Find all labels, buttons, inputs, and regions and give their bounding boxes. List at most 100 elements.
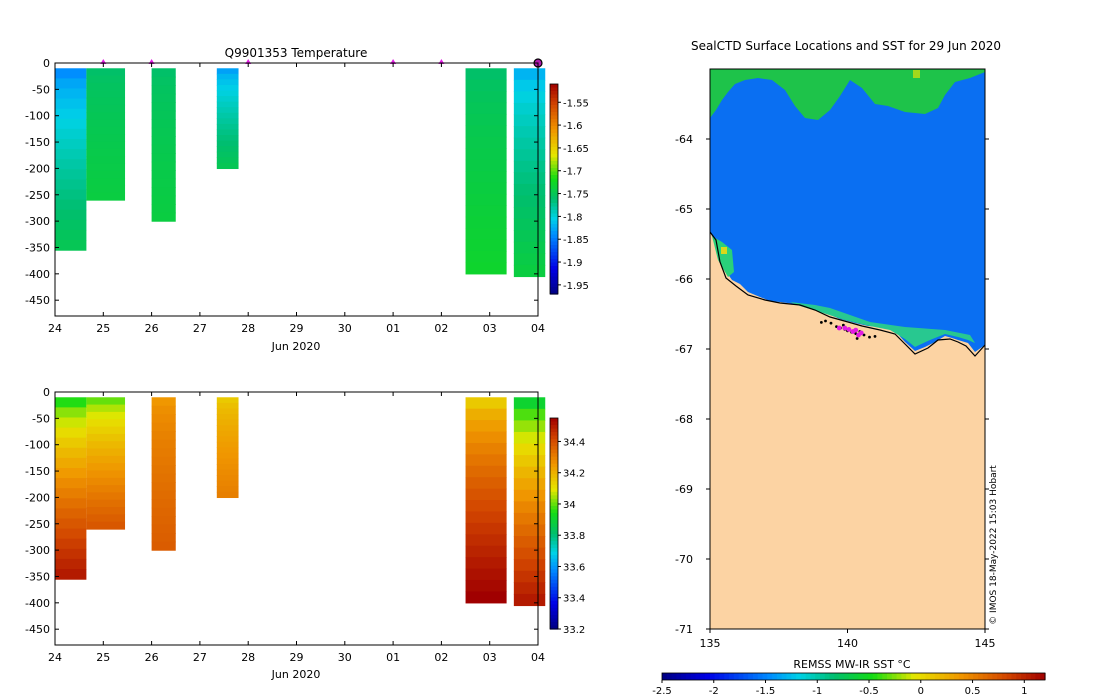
colorbar-segment — [550, 210, 558, 215]
colorbar-segment — [550, 484, 558, 489]
y-tick-label: -64 — [675, 133, 693, 146]
profile-cell — [465, 465, 507, 478]
y-tick-label: -150 — [25, 136, 50, 149]
sst-colorbar-label: REMSS MW-IR SST °C — [793, 658, 911, 671]
colorbar-segment — [550, 586, 558, 591]
profile-cell — [513, 420, 546, 433]
colorbar-segment — [863, 673, 869, 680]
colorbar-segment — [550, 467, 558, 472]
profile-cell — [86, 170, 126, 179]
temperature-profiles — [55, 68, 546, 278]
seal-positions — [819, 319, 877, 340]
colorbar-segment — [550, 213, 558, 218]
x-tick-label: 01 — [386, 651, 400, 664]
x-tick-label: 29 — [290, 322, 304, 335]
profile-cell — [513, 466, 546, 479]
colorbar-tick-label: 0 — [918, 686, 924, 697]
colorbar-segment — [901, 673, 907, 680]
colorbar-tick-label: -1 — [812, 686, 822, 697]
profile-cell — [216, 419, 239, 426]
profile-cell — [513, 79, 546, 93]
profile-cell — [86, 126, 126, 135]
colorbar-segment — [1025, 673, 1032, 680]
colorbar-segment — [550, 498, 558, 503]
colorbar-segment — [762, 673, 768, 680]
profile-cell — [513, 593, 546, 607]
colorbar-segment — [550, 255, 558, 260]
colorbar-segment — [1011, 673, 1017, 680]
profile-cell — [465, 477, 507, 490]
colorbar-segment — [550, 143, 558, 148]
colorbar-segment — [829, 673, 835, 680]
profile-cell — [513, 114, 546, 127]
profile-cell — [86, 82, 126, 91]
profile-cell — [216, 84, 239, 92]
profile-cell — [216, 129, 239, 136]
colorbar-segment — [550, 565, 558, 570]
colorbar-segment — [920, 673, 926, 680]
colorbar-tick-label: 33.2 — [563, 625, 585, 636]
colorbar-segment — [752, 673, 759, 680]
colorbar-segment — [550, 583, 558, 588]
colorbar-segment — [550, 488, 558, 493]
profile-cell — [55, 538, 87, 550]
profile-cell — [86, 411, 126, 420]
x-tick-label: 29 — [290, 651, 304, 664]
profile-cell — [151, 161, 176, 171]
profile-cell — [86, 192, 126, 201]
colorbar-segment — [1035, 673, 1041, 680]
colorbar-segment — [982, 673, 989, 680]
profile-cell — [513, 559, 546, 572]
colorbar-segment — [550, 175, 558, 180]
profile-cell — [55, 189, 87, 201]
profile-cell — [513, 149, 546, 162]
y-tick-label: -350 — [25, 570, 50, 583]
profile-cell — [151, 507, 176, 517]
profile-cell — [151, 499, 176, 509]
colorbar-segment — [550, 614, 558, 620]
warm-pixel — [721, 247, 727, 254]
colorbar-segment — [550, 259, 558, 264]
y-tick-label: -450 — [25, 294, 50, 307]
colorbar-segment — [858, 673, 864, 680]
colorbar-segment — [1016, 673, 1022, 680]
profile-cell — [55, 417, 87, 429]
colorbar-segment — [910, 673, 917, 680]
profile-cell — [55, 488, 87, 499]
colorbar-segment — [550, 523, 558, 528]
profile-cell — [513, 489, 546, 502]
profile-cell — [216, 402, 239, 409]
x-tick-label: 28 — [241, 322, 255, 335]
profile-cell — [513, 91, 546, 104]
profile-cell — [216, 118, 239, 125]
colorbar-segment — [550, 91, 558, 96]
colorbar-segment — [550, 196, 558, 201]
colorbar-segment — [550, 505, 558, 511]
sst-warm-coastal-band — [710, 69, 985, 120]
profile-cell — [513, 264, 546, 278]
colorbar-segment — [550, 231, 558, 236]
colorbar-segment — [550, 593, 558, 598]
x-tick-label: 135 — [700, 637, 721, 650]
profile-cell — [55, 457, 87, 469]
colorbar-segment — [550, 600, 558, 605]
colorbar-segment — [550, 238, 558, 243]
colorbar-segment — [550, 94, 558, 99]
colorbar-segment — [550, 428, 558, 433]
profile-cell — [55, 159, 87, 170]
credit-text: © IMOS 18-May-2022 15:03 Hobart — [989, 465, 999, 625]
colorbar-tick-label: -1.85 — [563, 235, 589, 246]
profile-cell — [55, 68, 87, 79]
colorbar-segment — [550, 516, 558, 521]
profile-cell — [151, 68, 176, 78]
colorbar-segment — [738, 673, 744, 680]
profile-cell — [151, 533, 176, 543]
colorbar-segment — [977, 673, 984, 680]
profile-cell — [86, 477, 126, 486]
colorbar-segment — [550, 481, 558, 486]
colorbar-segment — [944, 673, 950, 680]
x-tick-label: 24 — [48, 651, 62, 664]
colorbar-segment — [550, 572, 558, 577]
profile-cell — [55, 199, 87, 211]
colorbar-segment — [550, 537, 558, 542]
